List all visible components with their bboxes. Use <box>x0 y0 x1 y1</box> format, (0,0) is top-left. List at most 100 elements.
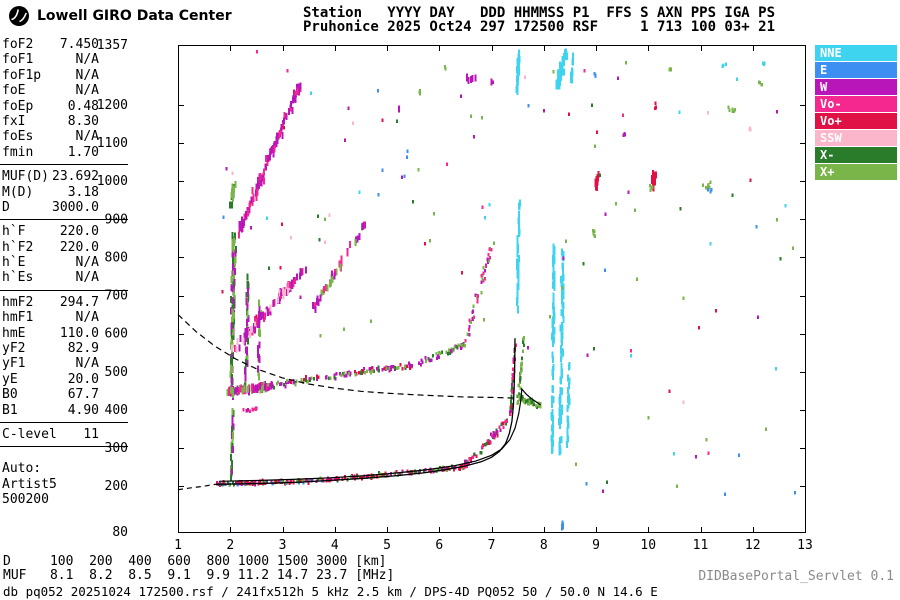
param-value: 3000.0 <box>52 199 99 215</box>
legend-item-w: W <box>815 79 897 95</box>
param-label: h`Es <box>2 270 34 286</box>
svg-text:7: 7 <box>488 538 496 553</box>
legend-item-xplus: X+ <box>815 164 897 180</box>
param-label: foE <box>2 83 26 99</box>
param-value: 82.9 <box>67 341 99 357</box>
svg-text:900: 900 <box>105 212 128 227</box>
param-row-m-d: M(D) 3.18 <box>2 185 132 200</box>
svg-text:5: 5 <box>383 538 391 553</box>
svg-text:600: 600 <box>105 327 128 342</box>
svg-text:500: 500 <box>105 365 128 380</box>
param-row-muf-d: MUF(D) 23.692 <box>2 169 132 184</box>
param-label: fxI <box>2 113 26 129</box>
low-frequency-extension-curve <box>177 483 216 491</box>
param-label: MUF(D) <box>2 169 49 185</box>
param-value: N/A <box>75 255 99 271</box>
param-divider <box>0 289 128 291</box>
param-row-ye: yE 20.0 <box>2 372 132 387</box>
param-value: N/A <box>75 83 99 99</box>
lowell-logo-icon <box>8 5 30 27</box>
param-row-hf: h`F 220.0 <box>2 224 132 239</box>
logo-bar: Lowell GIRO Data Center <box>8 5 232 27</box>
param-label: foF1 <box>2 52 34 68</box>
param-label: foF2 <box>2 37 34 52</box>
param-row-hf2: h`F2 220.0 <box>2 240 132 255</box>
param-label: yE <box>2 371 18 387</box>
param-label: h`F <box>2 224 26 240</box>
legend-item-voplus: Vo+ <box>815 113 897 129</box>
param-value: N/A <box>75 67 99 83</box>
param-value: N/A <box>75 356 99 372</box>
param-value: 3.18 <box>67 184 99 200</box>
param-label: hmE <box>2 325 26 341</box>
param-label: D <box>2 199 10 215</box>
param-value: 67.7 <box>67 387 99 403</box>
param-row-foes: foEs N/A <box>2 129 132 144</box>
param-row-c-level: C-level 11 <box>2 427 132 442</box>
param-label: yF2 <box>2 341 26 357</box>
svg-text:1000: 1000 <box>97 174 128 189</box>
y-axis-tick-labels: 80 200 300 400 500 600 700 800 900 1000 1100 1200 13… <box>97 38 128 540</box>
o-trace-fit-line <box>215 338 516 485</box>
svg-text:800: 800 <box>105 250 128 265</box>
param-value: 11 <box>83 426 99 442</box>
param-row-d: D 3000.0 <box>2 200 132 215</box>
param-row-fof1p: foF1p N/A <box>2 68 132 83</box>
autoscaling-info: Auto: Artist5 500200 <box>2 461 132 507</box>
legend-item-ssw: SSW <box>815 130 897 146</box>
param-value: N/A <box>75 310 99 326</box>
param-label: h`F2 <box>2 239 34 255</box>
svg-text:9: 9 <box>592 538 600 553</box>
svg-text:200: 200 <box>105 479 128 494</box>
param-value: 8.30 <box>67 113 99 129</box>
servlet-version-label: DIDBasePortal_Servlet 0.1 <box>698 569 894 584</box>
svg-text:2: 2 <box>226 538 234 553</box>
svg-text:1: 1 <box>174 538 182 553</box>
svg-text:300: 300 <box>105 441 128 456</box>
param-row-foe: foE N/A <box>2 83 132 98</box>
param-row-foep: foEp 0.48 <box>2 99 132 114</box>
svg-text:700: 700 <box>105 289 128 304</box>
param-row-hmf1: hmF1 N/A <box>2 310 132 325</box>
param-divider <box>0 219 128 221</box>
plot-border <box>178 45 806 533</box>
legend-item-vo: Vo- <box>815 96 897 112</box>
x-trace-fit-line <box>218 387 541 482</box>
svg-text:400: 400 <box>105 403 128 418</box>
param-value: 294.7 <box>59 294 99 310</box>
param-value: 110.0 <box>59 325 99 341</box>
param-label: B1 <box>2 402 18 418</box>
param-label: B0 <box>2 387 18 403</box>
param-row-hmf2: hmF2 294.7 <box>2 295 132 310</box>
param-divider <box>0 446 128 448</box>
svg-text:4: 4 <box>331 538 339 553</box>
param-value: N/A <box>75 129 99 145</box>
param-value: 20.0 <box>67 371 99 387</box>
param-value: 23.692 <box>52 169 99 185</box>
param-row-b1: B1 4.90 <box>2 403 132 418</box>
param-divider <box>0 164 128 166</box>
echo-direction-legend: NNE E W Vo- Vo+ SSW X- X+ <box>815 45 897 181</box>
param-label: foEs <box>2 129 34 145</box>
param-row-he: h`E N/A <box>2 255 132 270</box>
svg-text:6: 6 <box>435 538 443 553</box>
svg-text:80: 80 <box>112 525 128 540</box>
svg-text:1100: 1100 <box>97 136 128 151</box>
svg-text:12: 12 <box>745 538 761 553</box>
param-label: foEp <box>2 98 34 114</box>
measurement-status-line: db pq052 20251024 172500.rsf / 241fx512h… <box>3 584 658 599</box>
distance-row: D 100 200 400 600 800 1000 1500 3000 [km… <box>3 554 387 569</box>
svg-text:13: 13 <box>797 538 813 553</box>
param-label: foF1p <box>2 67 42 83</box>
legend-item-e: E <box>815 62 897 78</box>
param-label: yF1 <box>2 356 26 372</box>
legend-item-x: X- <box>815 147 897 163</box>
param-label: h`E <box>2 255 26 271</box>
param-row-fof2: foF2 7.450 <box>2 37 132 52</box>
param-value: 220.0 <box>59 239 99 255</box>
param-label: M(D) <box>2 184 34 200</box>
param-row-yf1: yF1 N/A <box>2 356 132 371</box>
svg-text:3: 3 <box>279 538 287 553</box>
auto-line: Artist5 <box>2 476 57 492</box>
